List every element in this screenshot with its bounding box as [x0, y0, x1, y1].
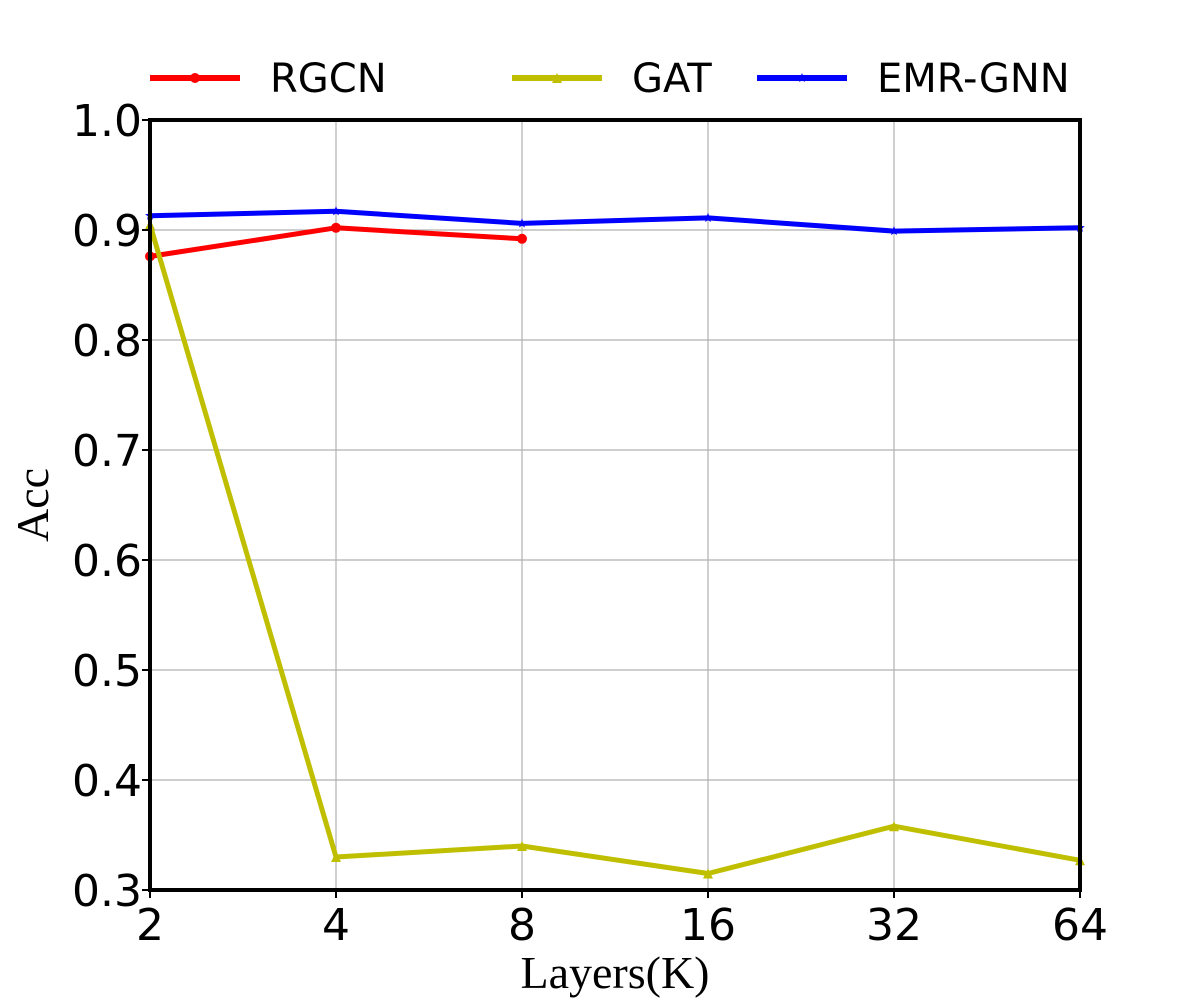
y-tick-label: 0.7: [72, 426, 142, 477]
series-line-emr-gnn: [149, 208, 1081, 234]
data-point-rgcn: [517, 233, 527, 244]
y-tick-label: 1.0: [72, 96, 142, 147]
x-tick-label: 64: [1052, 900, 1108, 951]
series-rgcn: [145, 222, 527, 262]
y-tick-labels: 0.3 0.4 0.5 0.6 0.7 0.8 0.9 1.0: [72, 96, 142, 917]
tick-marks: [142, 119, 1081, 898]
plot-frame: [148, 118, 1082, 892]
y-tick-label: 0.6: [72, 536, 142, 587]
y-tick-label: 0.9: [72, 206, 142, 257]
data-point-emr-gnn: [331, 206, 341, 216]
data-point-gat: [703, 868, 713, 879]
legend-label-gat: GAT: [632, 56, 712, 102]
x-tick-label: 4: [322, 900, 350, 951]
data-point-emr-gnn: [517, 218, 527, 228]
y-tick-label: 0.5: [72, 646, 142, 697]
legend: RGCN GAT EMR-GNN: [150, 56, 1070, 102]
legend-label-emr-gnn: EMR-GNN: [877, 56, 1070, 102]
x-tick-label: 32: [866, 900, 922, 951]
y-axis-title: Acc: [7, 468, 58, 542]
legend-marker-emr-gnn: [797, 73, 807, 83]
series-lines: [145, 206, 1085, 879]
legend-marker-rgcn: [190, 73, 200, 83]
data-point-gat: [517, 841, 527, 851]
series-line-gat: [147, 223, 1081, 876]
x-tick-label: 2: [136, 900, 164, 951]
x-axis-title: Layers(K): [520, 947, 709, 998]
data-point-emr-gnn: [889, 226, 899, 236]
x-tick-label: 16: [680, 900, 736, 951]
x-tick-labels: 2 4 8 16 32 64: [136, 900, 1108, 951]
legend-item-emr-gnn: EMR-GNN: [757, 56, 1070, 102]
legend-item-rgcn: RGCN: [150, 56, 387, 102]
legend-marker-gat: [552, 73, 562, 83]
legend-label-rgcn: RGCN: [270, 56, 387, 102]
x-tick-label: 8: [508, 900, 536, 951]
data-point-rgcn: [331, 222, 341, 233]
data-point-gat: [331, 852, 341, 862]
y-tick-label: 0.3: [72, 866, 142, 917]
data-point-emr-gnn: [703, 212, 713, 222]
y-tick-label: 0.8: [72, 316, 142, 367]
y-tick-label: 0.4: [72, 756, 142, 807]
legend-item-gat: GAT: [512, 56, 712, 102]
series-emr-gnn: [145, 206, 1085, 236]
data-point-gat: [889, 821, 899, 832]
